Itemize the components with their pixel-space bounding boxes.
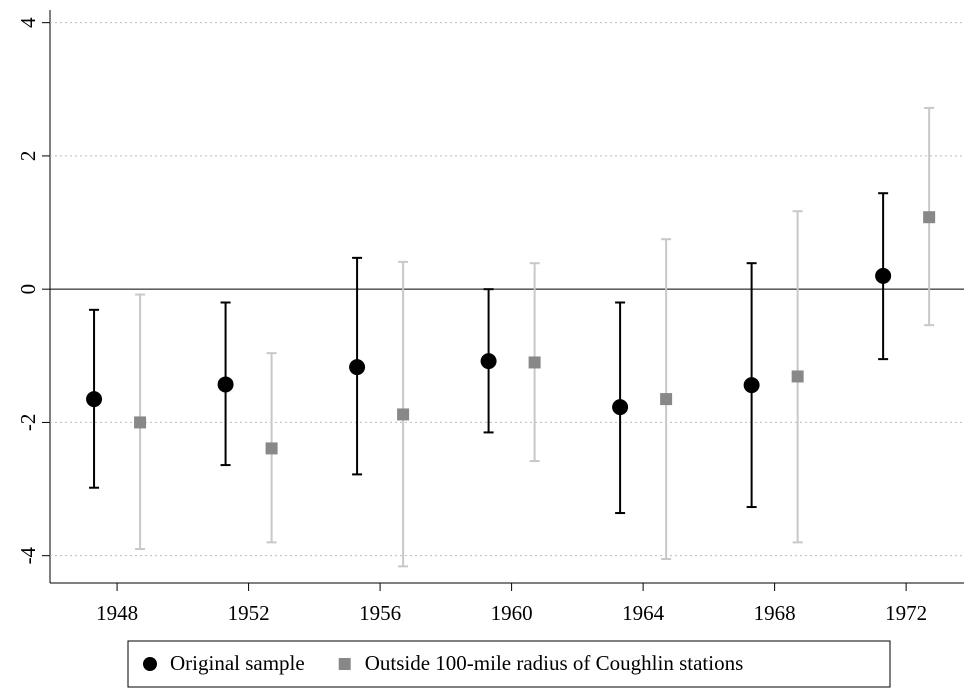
legend-box	[127, 640, 891, 688]
point	[480, 353, 497, 370]
point	[528, 356, 541, 369]
point	[397, 408, 410, 421]
point	[612, 399, 629, 416]
y-tick-label: 0	[16, 284, 40, 295]
point	[660, 393, 673, 406]
legend-label: Outside 100-mile radius of Coughlin stat…	[365, 651, 744, 675]
x-tick-label: 1972	[885, 601, 927, 625]
y-tick-label: 4	[16, 17, 40, 28]
point	[923, 211, 936, 224]
legend-marker	[143, 657, 157, 671]
x-tick-label: 1956	[359, 601, 401, 625]
point	[265, 442, 278, 455]
point	[134, 416, 147, 429]
x-tick-label: 1960	[491, 601, 533, 625]
legend-marker	[338, 658, 351, 670]
y-tick-label: -4	[16, 546, 40, 564]
point	[86, 391, 103, 408]
legend-label: Original sample	[170, 651, 305, 675]
x-tick-label: 1964	[622, 601, 665, 625]
y-tick-label: 2	[16, 151, 40, 162]
y-tick-label: -2	[16, 414, 40, 432]
x-tick-label: 1948	[96, 601, 138, 625]
point	[349, 359, 366, 376]
x-tick-label: 1952	[228, 601, 270, 625]
point	[875, 267, 892, 284]
x-tick-label: 1968	[754, 601, 796, 625]
point	[217, 376, 234, 393]
point	[743, 377, 760, 394]
point	[791, 370, 804, 383]
